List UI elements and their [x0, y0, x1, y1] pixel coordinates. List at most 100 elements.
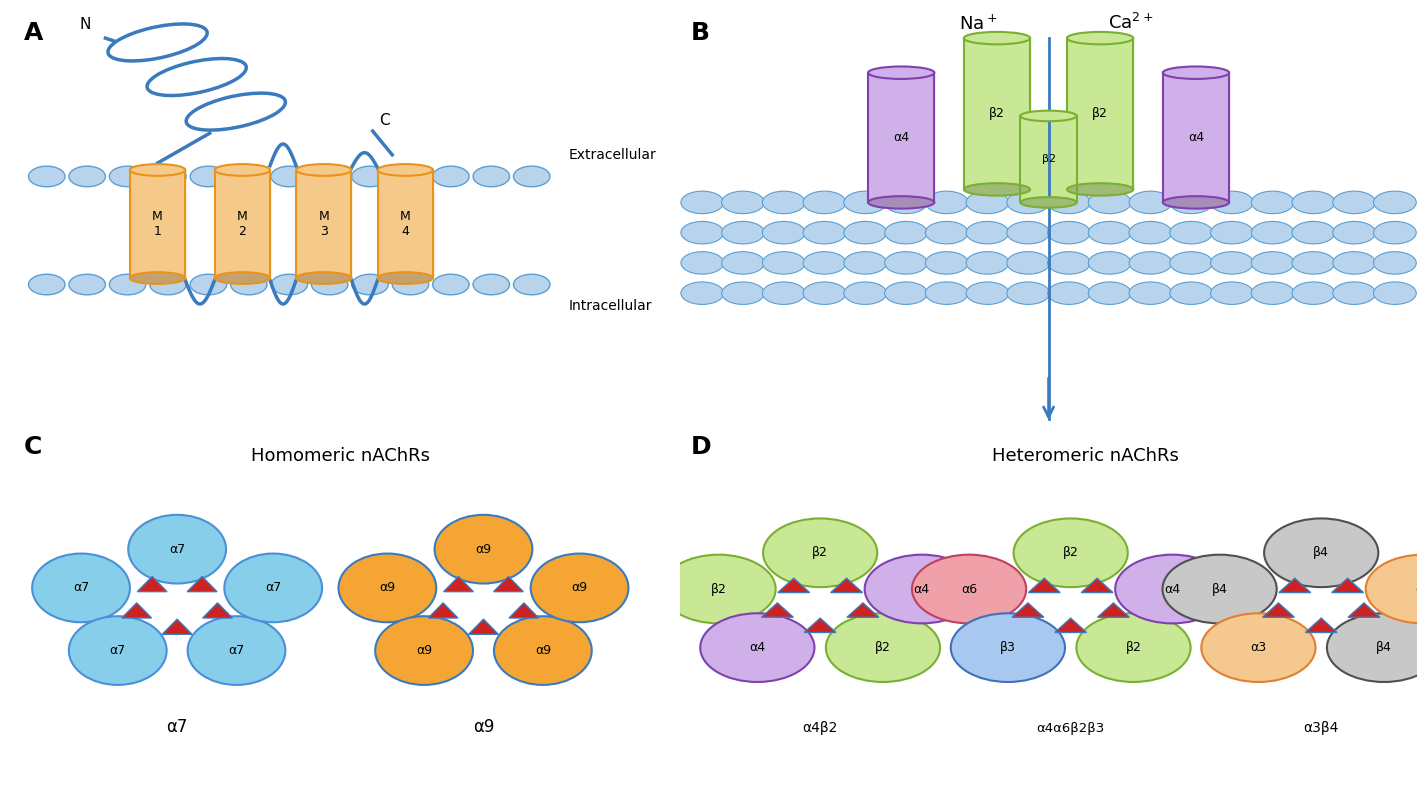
Text: α9: α9 [473, 718, 495, 736]
Text: α7: α7 [228, 644, 245, 657]
Ellipse shape [845, 191, 887, 214]
Polygon shape [377, 170, 434, 278]
Ellipse shape [1129, 282, 1172, 304]
Ellipse shape [69, 616, 167, 685]
Ellipse shape [130, 272, 186, 284]
Text: Heteromeric nAChRs: Heteromeric nAChRs [992, 446, 1179, 465]
Ellipse shape [214, 272, 271, 284]
Ellipse shape [531, 553, 629, 623]
Ellipse shape [296, 272, 351, 284]
Text: α7: α7 [166, 718, 188, 736]
Ellipse shape [432, 166, 469, 187]
Ellipse shape [721, 222, 764, 244]
Polygon shape [130, 170, 186, 278]
Text: α4: α4 [893, 131, 910, 144]
Ellipse shape [150, 274, 186, 295]
Text: C: C [24, 435, 43, 459]
Ellipse shape [1292, 282, 1335, 304]
Text: α4: α4 [914, 582, 930, 596]
Ellipse shape [351, 166, 388, 187]
Ellipse shape [1366, 555, 1417, 623]
Ellipse shape [312, 274, 349, 295]
Text: α3: α3 [1414, 582, 1417, 596]
Text: M
2: M 2 [237, 210, 248, 238]
Ellipse shape [869, 196, 934, 208]
Text: β3: β3 [1000, 641, 1016, 654]
Text: Homomeric nAChRs: Homomeric nAChRs [251, 446, 429, 465]
Ellipse shape [1163, 67, 1229, 79]
Ellipse shape [351, 274, 388, 295]
Ellipse shape [190, 274, 227, 295]
Text: α4: α4 [1187, 131, 1204, 144]
Ellipse shape [1170, 222, 1213, 244]
Ellipse shape [682, 252, 724, 274]
Ellipse shape [1067, 32, 1134, 44]
Polygon shape [1054, 618, 1087, 633]
Ellipse shape [721, 252, 764, 274]
Polygon shape [469, 619, 499, 634]
Polygon shape [830, 578, 863, 593]
Ellipse shape [312, 166, 349, 187]
Ellipse shape [231, 274, 266, 295]
Polygon shape [444, 576, 473, 592]
Ellipse shape [1077, 613, 1190, 682]
Ellipse shape [1210, 222, 1253, 244]
Ellipse shape [69, 274, 105, 295]
Ellipse shape [1373, 252, 1416, 274]
Ellipse shape [435, 515, 533, 583]
Ellipse shape [1047, 191, 1090, 214]
Text: M
4: M 4 [400, 210, 411, 238]
Ellipse shape [1163, 196, 1229, 208]
Ellipse shape [1251, 252, 1294, 274]
Polygon shape [1348, 603, 1380, 617]
Ellipse shape [1088, 191, 1131, 214]
Text: α4α6β2β3: α4α6β2β3 [1037, 722, 1105, 735]
Ellipse shape [1007, 222, 1050, 244]
Ellipse shape [376, 616, 473, 685]
Polygon shape [847, 603, 879, 617]
Polygon shape [509, 603, 538, 618]
Text: Extracellular: Extracellular [568, 148, 656, 162]
Ellipse shape [1333, 191, 1376, 214]
Ellipse shape [1326, 613, 1417, 682]
Ellipse shape [682, 222, 724, 244]
Polygon shape [122, 603, 152, 618]
Ellipse shape [762, 222, 805, 244]
Ellipse shape [803, 252, 846, 274]
Polygon shape [761, 603, 794, 617]
Polygon shape [493, 576, 523, 592]
Ellipse shape [826, 613, 939, 682]
Ellipse shape [1210, 252, 1253, 274]
Ellipse shape [1162, 555, 1277, 623]
Text: B: B [691, 20, 710, 45]
Ellipse shape [1170, 191, 1213, 214]
Ellipse shape [1170, 282, 1213, 304]
Ellipse shape [1067, 183, 1134, 196]
Text: β2: β2 [1125, 641, 1142, 654]
Ellipse shape [1292, 191, 1335, 214]
Ellipse shape [966, 282, 1009, 304]
Text: β2: β2 [710, 582, 727, 596]
Ellipse shape [864, 555, 979, 623]
Ellipse shape [721, 282, 764, 304]
Polygon shape [163, 619, 191, 634]
Ellipse shape [1373, 282, 1416, 304]
Ellipse shape [1333, 222, 1376, 244]
Polygon shape [805, 618, 836, 633]
Ellipse shape [1264, 519, 1379, 587]
Ellipse shape [682, 191, 724, 214]
Ellipse shape [1333, 252, 1376, 274]
Ellipse shape [762, 191, 805, 214]
Ellipse shape [884, 282, 927, 304]
Ellipse shape [1020, 197, 1077, 208]
Text: α7: α7 [109, 644, 126, 657]
Ellipse shape [964, 32, 1030, 44]
Ellipse shape [1129, 222, 1172, 244]
Ellipse shape [1129, 252, 1172, 274]
Text: α7: α7 [169, 542, 186, 556]
Text: α7: α7 [72, 582, 89, 594]
Text: β2: β2 [1093, 107, 1108, 120]
Ellipse shape [1292, 252, 1335, 274]
Polygon shape [296, 170, 351, 278]
Ellipse shape [845, 282, 887, 304]
